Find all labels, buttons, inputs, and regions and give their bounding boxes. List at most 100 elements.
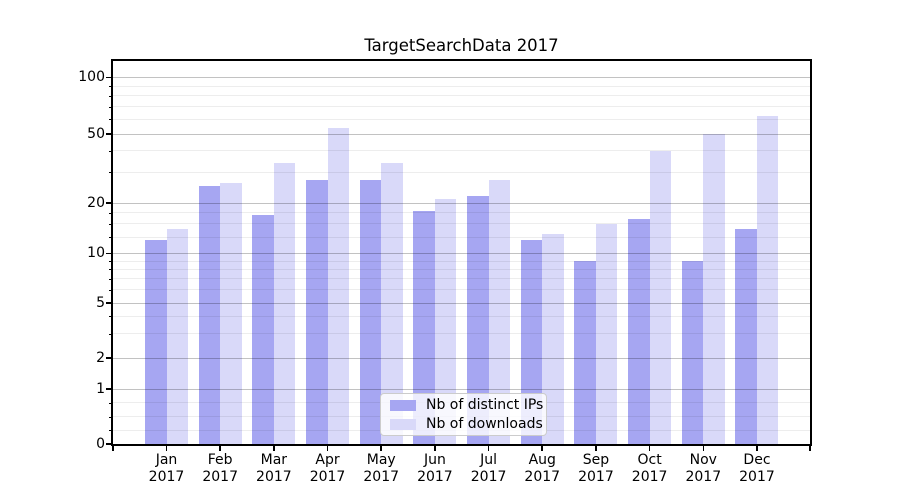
gridline-10	[113, 253, 810, 254]
bar-ips-apr	[306, 180, 328, 444]
gridline-minor	[113, 95, 810, 97]
y-tick-5	[106, 302, 112, 304]
gridline-minor	[113, 106, 810, 108]
legend-item-distinct-ips: Nb of distinct IPs	[381, 397, 546, 413]
gridline-minor	[113, 268, 810, 270]
gridline-minor	[113, 289, 810, 291]
bar-ips-nov	[681, 261, 704, 444]
y-tick-minor	[108, 289, 112, 291]
plot-border-right	[810, 59, 812, 446]
y-tick-minor	[108, 86, 112, 88]
bar-ips-mar	[252, 214, 274, 444]
gridline-minor	[113, 278, 810, 280]
x-tick-label-mar: Mar 2017	[256, 452, 292, 485]
x-tick-nov	[702, 445, 705, 451]
y-axis-line	[111, 59, 113, 446]
x-tick-aug	[541, 445, 544, 451]
y-tick-minor	[108, 150, 112, 152]
gridline-minor	[113, 171, 810, 173]
gridline-1	[113, 388, 810, 390]
bar-downloads-dec	[756, 116, 779, 444]
y-tick-label-10: 10	[87, 245, 105, 261]
gridline-minor	[113, 333, 810, 335]
gridline-minor	[113, 118, 810, 120]
y-tick-minor	[108, 212, 112, 214]
y-tick-minor	[108, 402, 112, 404]
y-tick-minor	[108, 106, 112, 108]
y-tick-minor	[108, 278, 112, 280]
x-tick-label-jan: Jan 2017	[148, 452, 185, 485]
x-tick-label-dec: Dec 2017	[739, 452, 775, 485]
gridline-minor	[113, 212, 810, 214]
bar-ips-feb	[198, 186, 221, 444]
plot-border-top	[112, 59, 811, 61]
gridline-50	[113, 133, 810, 135]
y-tick-label-5: 5	[96, 294, 105, 311]
y-tick-minor	[108, 416, 112, 418]
y-tick-minor	[108, 223, 112, 225]
y-tick-minor	[108, 269, 112, 271]
gridline-minor	[113, 236, 810, 238]
y-tick-label-20: 20	[87, 194, 105, 211]
plot-area: 0 1 2 5 10 20 50 100 Jan 2017 Feb 2017 Mar 2017 Apr…	[78, 59, 812, 485]
y-tick-20	[106, 202, 112, 204]
y-tick-label-1: 1	[96, 380, 105, 397]
bar-downloads-nov	[703, 134, 725, 444]
y-tick-minor	[108, 172, 112, 174]
bar-downloads-jul	[488, 180, 511, 444]
x-tick-label-aug: Aug 2017	[524, 452, 561, 485]
y-tick-minor	[108, 316, 112, 318]
chart-title: TargetSearchData 2017	[364, 36, 559, 55]
gridline-5	[113, 302, 810, 304]
bar-downloads-jan	[166, 228, 188, 444]
gridline-minor	[113, 223, 810, 225]
y-tick-minor	[108, 119, 112, 121]
x-tick-feb	[219, 445, 221, 451]
x-tick-label-nov: Nov 2017	[685, 452, 722, 485]
x-tick-jan	[165, 445, 168, 451]
gridline-minor	[113, 260, 810, 262]
bar-downloads-jun	[434, 199, 457, 444]
x-tick-label-feb: Feb 2017	[202, 452, 238, 485]
bar-ips-dec	[735, 228, 757, 444]
y-tick-10	[106, 252, 112, 255]
y-tick-minor	[108, 333, 112, 335]
y-tick-minor	[108, 237, 112, 239]
y-tick-100	[106, 76, 112, 79]
bar-ips-oct	[628, 219, 650, 444]
x-tick-label-sep: Sep 2017	[578, 452, 614, 485]
x-tick-label-oct: Oct 2017	[631, 452, 668, 485]
y-tick-1	[106, 388, 112, 390]
y-tick-50	[106, 133, 112, 135]
bar-downloads-oct	[649, 150, 672, 444]
x-tick-may	[380, 445, 382, 451]
x-axis-line	[112, 444, 811, 446]
x-tick-mar	[273, 445, 275, 451]
gridline-100	[113, 77, 810, 78]
bar-ips-may	[359, 180, 382, 444]
y-tick-0	[106, 443, 112, 445]
legend-item-downloads: Nb of downloads	[381, 416, 546, 432]
bar-ips-sep	[574, 261, 596, 444]
x-tick-jun	[434, 445, 436, 451]
gridline-20	[113, 202, 810, 204]
legend-swatch-distinct-ips	[390, 399, 416, 411]
x-tick-jul	[487, 445, 490, 451]
x-tick-edge-left	[112, 445, 114, 451]
y-tick-minor	[108, 95, 112, 97]
x-tick-oct	[648, 445, 651, 451]
bar-downloads-may	[381, 163, 403, 444]
x-tick-sep	[595, 445, 597, 451]
bar-downloads-apr	[327, 127, 350, 444]
y-tick-label-2: 2	[96, 349, 105, 366]
legend-label-distinct-ips: Nb of distinct IPs	[426, 397, 544, 413]
y-tick-label-50: 50	[87, 125, 105, 142]
y-tick-2	[106, 357, 112, 359]
bar-downloads-feb	[220, 183, 242, 444]
bar-ips-jul	[467, 195, 489, 444]
bar-downloads-aug	[542, 234, 564, 444]
x-tick-label-jun: Jun 2017	[417, 452, 453, 485]
x-tick-label-apr: Apr 2017	[309, 452, 346, 485]
gridline-minor	[113, 150, 810, 152]
